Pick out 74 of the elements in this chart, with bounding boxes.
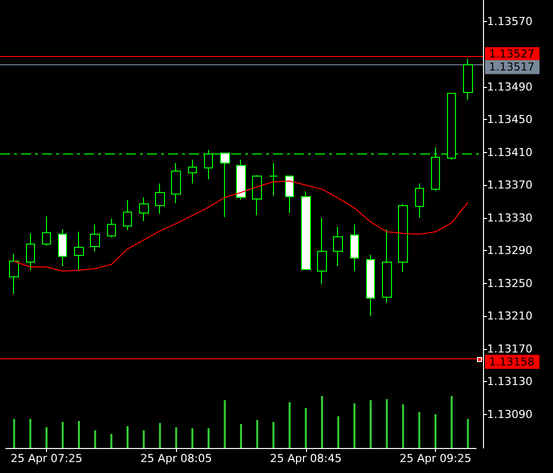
bar: [337, 416, 340, 448]
y-tick-label: 1.13370: [487, 178, 532, 192]
bar: [370, 400, 372, 448]
candlestick: [90, 224, 100, 252]
candlestick: [171, 162, 181, 204]
candlestick: [382, 228, 392, 304]
candlestick: [42, 216, 51, 246]
candlestick: [350, 224, 359, 272]
candlestick: [74, 231, 84, 271]
candlestick: [463, 58, 473, 100]
bar: [450, 396, 453, 448]
bar: [240, 424, 242, 448]
bar: [466, 418, 469, 448]
bar: [353, 403, 356, 448]
ref-line-label: 1.13158: [489, 355, 534, 368]
candlestick: [285, 176, 294, 214]
bar: [418, 412, 420, 448]
candlestick: [188, 159, 197, 184]
bar: [126, 426, 129, 448]
bar: [13, 418, 16, 448]
bar: [175, 427, 178, 448]
candlestick: [155, 182, 165, 214]
bar: [208, 428, 210, 448]
bar: [288, 402, 291, 448]
y-tick-label: 1.13490: [487, 80, 532, 94]
y-tick-label: 1.13090: [487, 408, 532, 421]
bar: [304, 408, 307, 448]
bar: [434, 414, 436, 448]
x-tick-label: 25 Apr 09:25: [400, 452, 472, 465]
bar: [110, 434, 112, 448]
candlestick: [317, 217, 327, 285]
candlestick: [366, 254, 375, 317]
bar: [62, 422, 64, 448]
bar: [142, 430, 145, 448]
x-tick-label: 25 Apr 07:25: [10, 452, 82, 465]
candlestick: [252, 174, 262, 216]
ref-line-label: 1.13517: [489, 60, 534, 74]
candlestick: [107, 218, 116, 238]
candlestick: [26, 232, 35, 271]
candlestick: [236, 159, 246, 200]
y-tick-label: 1.13570: [487, 14, 532, 28]
candlestick: [58, 228, 67, 267]
candlestick: [333, 226, 343, 267]
candlestick: [301, 191, 311, 270]
candlestick: [398, 203, 408, 272]
bar: [94, 430, 96, 448]
y-tick-label: 1.13170: [487, 342, 532, 356]
bar: [256, 420, 258, 448]
y-tick-label: 1.13330: [487, 211, 532, 224]
candlestick: [9, 253, 19, 295]
x-tick-label: 25 Apr 08:05: [140, 452, 212, 465]
candlestick: [139, 196, 149, 222]
y-tick-label: 1.13210: [487, 310, 532, 323]
bar: [191, 428, 194, 448]
y-tick-label: 1.13450: [487, 113, 532, 126]
bar: [46, 427, 48, 448]
bar: [386, 399, 388, 448]
candlestick: [415, 182, 424, 218]
bar: [78, 420, 80, 448]
ref-line-label: 1.13527: [489, 48, 534, 61]
line-series: [14, 180, 468, 272]
candlestick: [123, 199, 132, 231]
bar: [272, 422, 274, 448]
bar: [402, 404, 404, 448]
y-tick-label: 1.13130: [487, 375, 532, 388]
y-tick-label: 1.13250: [487, 276, 532, 290]
bar: [224, 400, 226, 448]
x-tick-label: 25 Apr 08:45: [270, 452, 342, 465]
candlestick: [269, 162, 278, 196]
bar: [158, 423, 161, 448]
y-tick-label: 1.13290: [487, 244, 532, 258]
bar: [29, 418, 32, 448]
bar: [321, 396, 324, 448]
y-tick-label: 1.13410: [487, 146, 532, 159]
